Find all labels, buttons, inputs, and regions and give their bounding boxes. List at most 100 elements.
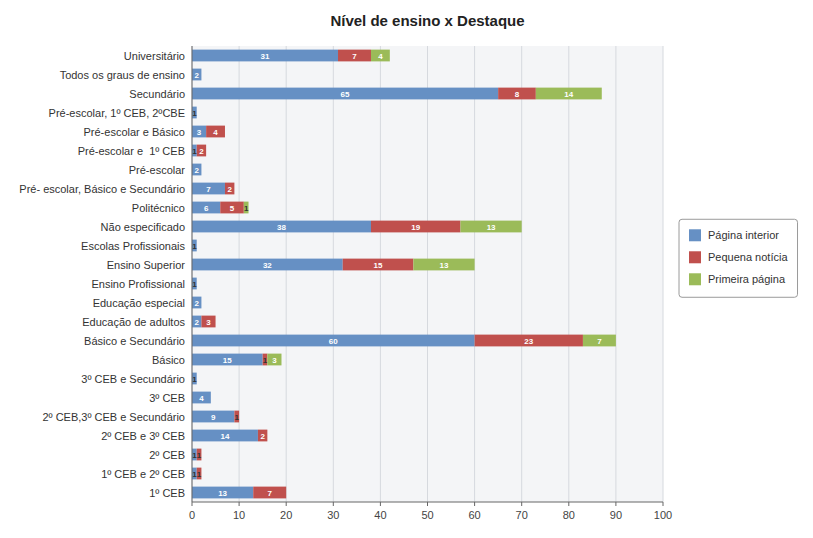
- bar-segment: [210, 392, 211, 404]
- bar-segment: [201, 297, 202, 309]
- category-label: Pré-escolar, 1º CEB, 2ºCBE: [49, 107, 185, 119]
- tick-label: 60: [468, 509, 480, 521]
- bar-segment: [343, 259, 414, 271]
- tick-label: 90: [610, 509, 622, 521]
- data-label: 15: [223, 356, 232, 365]
- bar-segment: [201, 297, 202, 309]
- data-label: 1: [192, 375, 197, 384]
- data-label: 38: [277, 223, 286, 232]
- bar-segment: [206, 145, 207, 157]
- tick-label: 40: [374, 509, 386, 521]
- data-label: 15: [374, 261, 383, 270]
- tick-mark: [568, 502, 569, 506]
- data-label: 7: [352, 52, 357, 61]
- bar-segment: [371, 221, 460, 233]
- value-axis-line: [192, 502, 663, 503]
- bars: [192, 50, 616, 499]
- category-label: Pré-escolar: [129, 164, 186, 176]
- title: Nível de ensino x Destaque: [330, 12, 524, 29]
- legend-swatch: [689, 229, 701, 241]
- bar-segment: [201, 69, 202, 81]
- grid-line: [427, 46, 428, 502]
- bar-segment: [192, 335, 475, 347]
- bar-segment: [498, 88, 536, 100]
- bar-segment: [192, 487, 253, 499]
- bar-segment: [206, 126, 225, 138]
- data-label: 13: [487, 223, 496, 232]
- bar-segment: [192, 297, 201, 309]
- data-label: 1: [235, 413, 240, 422]
- grid-line: [521, 46, 522, 502]
- data-label: 14: [564, 90, 573, 99]
- bar-segment: [197, 468, 202, 480]
- bar-segment: [192, 202, 220, 214]
- grid-line: [568, 46, 569, 502]
- bar-segment: [192, 145, 197, 157]
- tick-mark: [239, 502, 240, 506]
- category-label: Não especificado: [101, 221, 185, 233]
- data-label: 23: [524, 337, 533, 346]
- grid-line: [192, 46, 193, 502]
- bar-segment: [192, 278, 197, 290]
- data-label: 4: [199, 394, 204, 403]
- category-label: Politécnico: [132, 202, 185, 214]
- category-label: Pré-escolar e 1º CEB: [78, 145, 185, 157]
- category-label: Secundário: [129, 88, 185, 100]
- bar-segment: [192, 259, 343, 271]
- data-label: 1: [192, 280, 197, 289]
- category-label: 1º CEB: [149, 487, 185, 499]
- data-label: 31: [261, 52, 270, 61]
- tick-label: 50: [421, 509, 433, 521]
- tick-mark: [333, 502, 334, 506]
- data-label: 1: [197, 451, 202, 460]
- data-label: 7: [267, 489, 272, 498]
- bar-segment: [192, 316, 201, 328]
- category-label: 2º CEB: [149, 449, 185, 461]
- data-label: 3: [197, 128, 202, 137]
- tick-mark: [427, 502, 428, 506]
- data-label: 7: [206, 185, 211, 194]
- bar-segment: [201, 164, 202, 176]
- grid-line: [615, 46, 616, 502]
- bar-segment: [201, 164, 202, 176]
- legend-swatch: [689, 273, 701, 285]
- legend-label: Primeira página: [708, 273, 786, 285]
- tick-label: 20: [280, 509, 292, 521]
- bar-segment: [536, 88, 602, 100]
- bar-segment: [225, 183, 234, 195]
- bar-segment: [192, 430, 258, 442]
- data-label: 2: [227, 185, 232, 194]
- bar-segment: [192, 164, 201, 176]
- tick-mark: [192, 502, 193, 506]
- bar-segment: [338, 50, 371, 62]
- bar-segment: [192, 354, 263, 366]
- category-axis: UniversitárioTodos os graus de ensinoSec…: [19, 50, 185, 499]
- data-label: 3: [206, 318, 211, 327]
- category-label: 3º CEB e Secundário: [81, 373, 185, 385]
- bar-segment: [413, 259, 474, 271]
- tick-mark: [380, 502, 381, 506]
- bar-segment: [192, 392, 211, 404]
- data-label: 19: [411, 223, 420, 232]
- data-label: 7: [597, 337, 602, 346]
- category-axis-line: [192, 46, 193, 502]
- data-label: 2: [194, 166, 199, 175]
- grid-line: [333, 46, 334, 502]
- category-label: 3º CEB: [149, 392, 185, 404]
- data-label: 4: [213, 128, 218, 137]
- data-label: 2: [199, 147, 204, 156]
- bar-segment: [253, 487, 286, 499]
- category-label: 2º CEB,3º CEB e Secundário: [42, 411, 185, 423]
- bar-segment: [192, 183, 225, 195]
- data-label: 1: [192, 109, 197, 118]
- tick-mark: [286, 502, 287, 506]
- bar-segment: [201, 69, 202, 81]
- bar-segment: [192, 107, 197, 119]
- tick-label: 10: [233, 509, 245, 521]
- data-label: 6: [204, 204, 209, 213]
- data-label: 9: [211, 413, 216, 422]
- data-label: 32: [263, 261, 272, 270]
- grid: [192, 46, 663, 502]
- grid-line: [380, 46, 381, 502]
- tick-label: 70: [516, 509, 528, 521]
